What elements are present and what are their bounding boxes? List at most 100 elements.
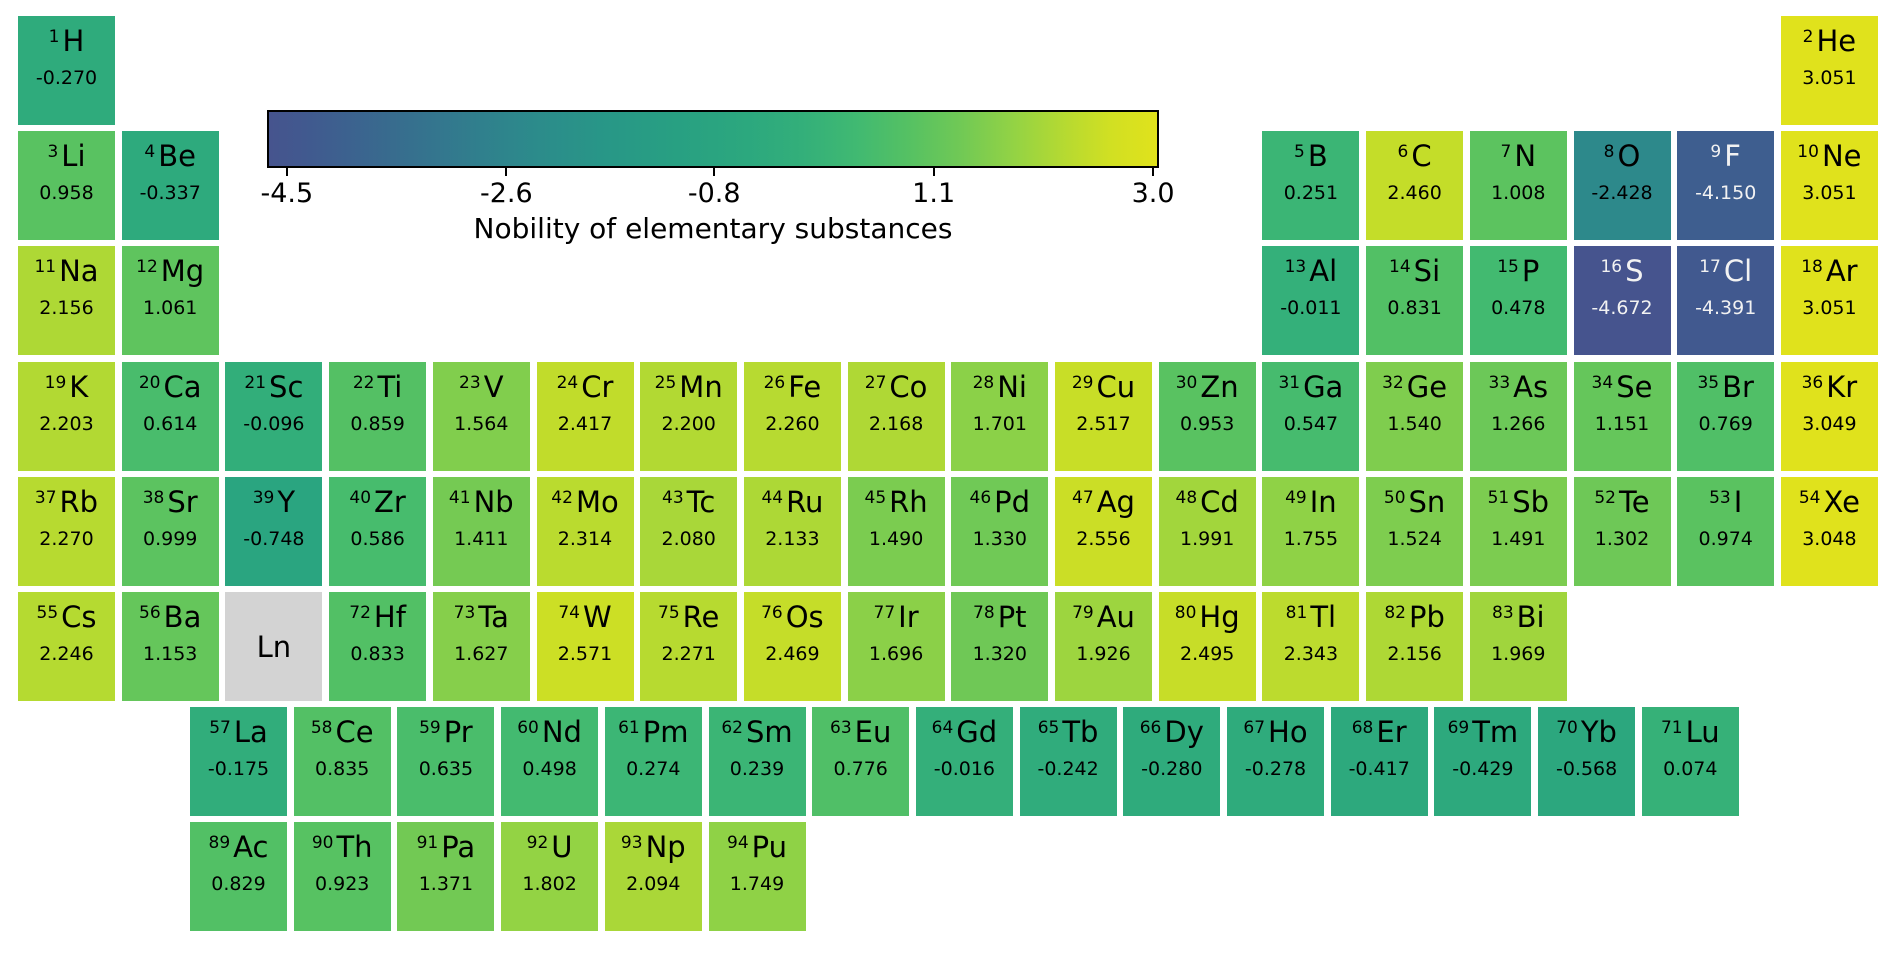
element-value: 0.776 bbox=[833, 758, 888, 781]
element-value: 1.524 bbox=[1387, 527, 1442, 550]
element-value: -0.280 bbox=[1141, 758, 1203, 781]
element-tile-mo: 42 Mo 2.314 bbox=[536, 476, 634, 586]
colorbar-tick-label: 3.0 bbox=[1131, 178, 1175, 209]
element-symbol: Cr bbox=[581, 369, 614, 404]
atomic-number: 37 bbox=[34, 487, 57, 508]
atomic-number: 43 bbox=[662, 487, 684, 508]
atomic-number: 74 bbox=[558, 603, 580, 623]
atomic-number: 26 bbox=[763, 372, 786, 393]
element-symbol: Te bbox=[1619, 484, 1650, 519]
element-value: -0.429 bbox=[1452, 758, 1514, 781]
element-tile-w: 74 W 2.571 bbox=[536, 592, 634, 701]
atomic-number: 38 bbox=[142, 487, 165, 508]
element-tile-la: 57 La -0.175 bbox=[190, 707, 287, 817]
element-value: 0.614 bbox=[142, 412, 198, 435]
atomic-number: 18 bbox=[1801, 257, 1823, 278]
element-tile-n: 7 N 1.008 bbox=[1469, 131, 1567, 241]
atomic-number: 44 bbox=[761, 487, 784, 508]
element-tile-al: 13 Al -0.011 bbox=[1262, 246, 1360, 356]
atomic-number: 75 bbox=[658, 603, 680, 623]
colorbar-tick-label: -4.5 bbox=[260, 178, 314, 209]
element-value: 1.371 bbox=[418, 873, 474, 896]
atomic-number: 70 bbox=[1556, 718, 1578, 739]
element-tile-he: 2 He 3.051 bbox=[1780, 16, 1878, 125]
element-tile-v: 23 V 1.564 bbox=[432, 361, 530, 471]
element-value: 2.156 bbox=[1387, 643, 1442, 665]
element-value: 1.153 bbox=[142, 643, 198, 665]
element-symbol: Ln bbox=[256, 629, 292, 664]
atomic-number: 11 bbox=[34, 257, 57, 278]
element-tile-se: 34 Se 1.151 bbox=[1573, 361, 1671, 471]
element-symbol: I bbox=[1733, 484, 1743, 519]
atomic-number: 36 bbox=[1801, 372, 1824, 393]
atomic-number: 12 bbox=[136, 257, 158, 278]
element-value: 2.343 bbox=[1283, 643, 1339, 665]
element-tile-tm: 69 Tm -0.429 bbox=[1434, 707, 1532, 817]
element-symbol: Se bbox=[1616, 369, 1653, 404]
element-symbol: Na bbox=[59, 254, 99, 289]
atomic-number: 51 bbox=[1487, 487, 1510, 508]
atomic-number: 77 bbox=[873, 603, 896, 623]
element-symbol: Cd bbox=[1200, 484, 1239, 519]
atomic-number: 55 bbox=[36, 603, 59, 623]
atomic-number: 60 bbox=[517, 718, 539, 739]
element-value: 0.999 bbox=[142, 527, 198, 550]
element-value: 0.635 bbox=[418, 758, 474, 781]
element-tile-lu: 71 Lu 0.074 bbox=[1641, 707, 1739, 817]
colorbar: -4.5 -2.6 -0.8 1.1 3.0 Nobility of elementar… bbox=[0, 0, 1890, 250]
atomic-number: 10 bbox=[1797, 142, 1819, 163]
element-value: -0.242 bbox=[1037, 758, 1099, 781]
element-symbol: S bbox=[1625, 254, 1644, 289]
element-symbol: V bbox=[483, 369, 504, 404]
element-symbol: U bbox=[551, 830, 573, 865]
atomic-number: 94 bbox=[727, 833, 749, 854]
atomic-number: 52 bbox=[1594, 487, 1616, 508]
element-symbol: Dy bbox=[1164, 715, 1204, 750]
element-value: 1.755 bbox=[1283, 527, 1339, 550]
element-symbol: Pm bbox=[642, 715, 689, 750]
element-tile-cd: 48 Cd 1.991 bbox=[1158, 476, 1256, 586]
atomic-number: 40 bbox=[349, 487, 372, 508]
element-symbol: Mo bbox=[575, 484, 619, 519]
atomic-number: 68 bbox=[1351, 718, 1374, 739]
atomic-number: 47 bbox=[1072, 487, 1094, 508]
atomic-number: 1 bbox=[48, 27, 60, 47]
element-value: 1.266 bbox=[1491, 412, 1546, 435]
atomic-number: 82 bbox=[1384, 603, 1406, 623]
element-value: 0.586 bbox=[350, 527, 405, 550]
element-value: 3.048 bbox=[1802, 527, 1857, 550]
placeholder-tile-ln: Ln bbox=[225, 592, 323, 701]
element-tile-ne: 10 Ne 3.051 bbox=[1780, 131, 1878, 241]
element-tile-ba: 56 Ba 1.153 bbox=[121, 592, 219, 701]
element-symbol: Sc bbox=[269, 369, 304, 404]
element-tile-au: 79 Au 1.926 bbox=[1055, 592, 1152, 701]
atomic-number: 83 bbox=[1492, 603, 1514, 623]
atomic-number: 28 bbox=[972, 372, 995, 393]
element-value: 2.246 bbox=[39, 643, 94, 665]
element-tile-h: 1 H -0.270 bbox=[18, 16, 115, 125]
element-tile-yb: 70 Yb -0.568 bbox=[1538, 707, 1636, 817]
atomic-number: 7 bbox=[1500, 142, 1512, 163]
element-value: 1.696 bbox=[868, 643, 924, 665]
element-symbol: Hg bbox=[1199, 600, 1240, 634]
element-value: 1.564 bbox=[454, 412, 509, 435]
element-value: 2.517 bbox=[1076, 412, 1131, 435]
element-tile-kr: 36 Kr 3.049 bbox=[1780, 361, 1878, 471]
element-symbol: O bbox=[1617, 139, 1641, 174]
element-tile-te: 52 Te 1.302 bbox=[1573, 476, 1671, 586]
element-tile-be: 4 Be -0.337 bbox=[121, 131, 219, 241]
atomic-number: 29 bbox=[1071, 372, 1094, 393]
element-value: 2.203 bbox=[39, 412, 94, 435]
element-value: 1.302 bbox=[1594, 527, 1650, 550]
element-symbol: Ba bbox=[163, 600, 202, 634]
element-tile-pd: 46 Pd 1.330 bbox=[951, 476, 1049, 586]
atomic-number: 65 bbox=[1037, 718, 1060, 739]
colorbar-gradient bbox=[267, 110, 1159, 168]
atomic-number: 93 bbox=[620, 833, 643, 854]
element-symbol: Be bbox=[158, 139, 196, 174]
atomic-number: 49 bbox=[1285, 487, 1307, 508]
element-symbol: Pd bbox=[994, 484, 1031, 519]
element-symbol: Ta bbox=[478, 600, 509, 634]
element-value: 2.168 bbox=[868, 412, 924, 435]
atomic-number: 41 bbox=[448, 487, 471, 508]
